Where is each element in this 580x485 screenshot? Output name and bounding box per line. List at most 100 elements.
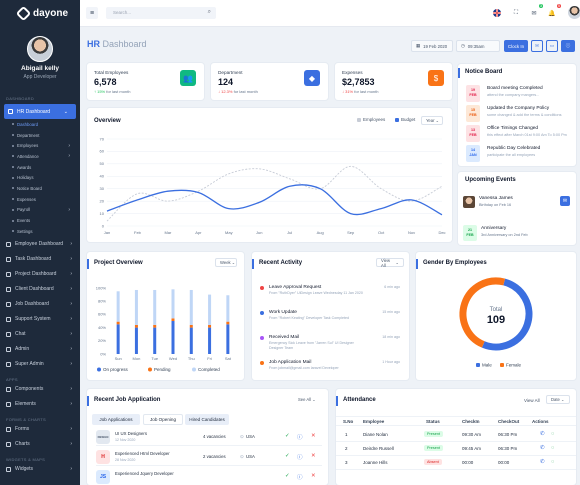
sidebar-item-components[interactable]: Components ›: [0, 382, 80, 397]
notice-day: 19: [471, 88, 475, 92]
chat-icon[interactable]: ◌: [551, 459, 555, 465]
notice-title: Board meeting Completed: [487, 86, 543, 91]
attendance-row[interactable]: 2 Deirdre Russell Present 09:45 Am 06:30 Pm ✆…: [336, 442, 576, 456]
notice-item[interactable]: 15 FEB Updated the Company Policy some chan…: [466, 105, 576, 125]
date-display[interactable]: ▦ 19 Feb 2020: [411, 40, 453, 52]
attendance-date-select[interactable]: Date ⌄: [546, 395, 570, 404]
sidebar-subitem-label: Attendance: [17, 153, 39, 159]
tab-job-opening[interactable]: Job Opening: [143, 414, 183, 425]
sidebar-subitem-label: Events: [17, 218, 31, 224]
phone-icon[interactable]: ✆: [540, 445, 545, 451]
user-avatar[interactable]: [568, 6, 580, 19]
attendance-view-all[interactable]: View All: [524, 398, 540, 403]
flag-icon[interactable]: [491, 7, 503, 19]
sidebar-subitem-holidays[interactable]: Holidays: [0, 172, 80, 183]
menu-toggle-button[interactable]: ≡: [86, 7, 98, 19]
sidebar-subitem-settings[interactable]: Settings: [0, 226, 80, 237]
check-icon[interactable]: ✓: [285, 453, 290, 459]
check-icon[interactable]: ✓: [285, 433, 290, 439]
sidebar-item-forms[interactable]: Forms ›: [0, 422, 80, 437]
legend-swatch: [500, 363, 504, 367]
sidebar-item-job-dashboard[interactable]: Job Dashboard ›: [0, 297, 80, 312]
jobs-see-all[interactable]: See All ⌄: [294, 395, 322, 404]
job-row[interactable]: DESIGN UI UX Designers 12 Nov 2020 4 vacanc…: [96, 428, 322, 446]
sidebar-item-project-dashboard[interactable]: Project Dashboard ›: [0, 267, 80, 282]
info-action-button[interactable]: ⓘ: [561, 40, 575, 52]
overview-legend-employees[interactable]: Employees: [357, 117, 385, 122]
close-icon[interactable]: ✕: [311, 453, 316, 459]
y-tick-label: 50: [100, 161, 105, 166]
sidebar-item-admin[interactable]: Admin ›: [0, 342, 80, 357]
bell-icon[interactable]: 🔔 5: [548, 4, 561, 17]
sidebar-subitem-events[interactable]: Events: [0, 215, 80, 226]
search-input[interactable]: Search... ⌕: [106, 7, 216, 19]
clock-in-button[interactable]: Clock In: [504, 40, 528, 52]
bullet-icon: [12, 123, 14, 126]
project-range-select[interactable]: Week ⌄: [215, 258, 237, 267]
notice-item[interactable]: 14 JAN Republic Day Celebrated participate …: [466, 145, 576, 165]
tab-job-applications[interactable]: Job Applications: [92, 414, 140, 425]
notice-item[interactable]: 19 FEB Board meeting Completed attend the c…: [466, 85, 576, 105]
sidebar-subitem-payroll[interactable]: Payroll ›: [0, 205, 80, 216]
sidebar-subitem-awards[interactable]: Awards: [0, 162, 80, 173]
activity-title: Work Update: [269, 310, 297, 315]
job-row[interactable]: JS Experienced Jquery Developer ✓ ⓘ ✕: [96, 468, 322, 485]
overview-legend-budget[interactable]: Budget: [395, 117, 415, 122]
chat-icon[interactable]: ◌: [551, 431, 555, 437]
sidebar-item-support-system[interactable]: Support System ›: [0, 312, 80, 327]
sidebar-item-client-dashboard[interactable]: Client Dashboard ›: [0, 282, 80, 297]
sidebar-item-task-dashboard[interactable]: Task Dashboard ›: [0, 252, 80, 267]
sidebar-subitem-notice-board[interactable]: Notice Board: [0, 183, 80, 194]
job-row[interactable]: H Experienced Html Developer 28 Nov 2020 2 …: [96, 448, 322, 466]
chat-action-button[interactable]: ▭: [546, 40, 558, 52]
bar-on-progress: [226, 324, 230, 354]
sidebar-subitem-employees[interactable]: Employees ›: [0, 140, 80, 151]
overview-range-select[interactable]: Year ⌄: [421, 116, 443, 125]
sidebar-item-chat[interactable]: Chat ›: [0, 327, 80, 342]
chat-icon[interactable]: ◌: [551, 445, 555, 451]
sidebar-subitem-attendance[interactable]: Attendance ›: [0, 151, 80, 162]
info-icon[interactable]: ⓘ: [297, 455, 303, 461]
attendance-row[interactable]: 3 Joanne Hills Absent 00:00 00:00 ✆ ◌: [336, 456, 576, 470]
brand[interactable]: dayone: [0, 0, 80, 27]
legend-label: Completed: [198, 367, 220, 372]
close-icon[interactable]: ✕: [311, 473, 316, 479]
info-icon[interactable]: ⓘ: [297, 475, 303, 481]
sidebar-subitem-expenses[interactable]: Expenses: [0, 194, 80, 205]
mail-action-button[interactable]: ✉: [531, 40, 543, 52]
phone-icon[interactable]: ✆: [540, 459, 545, 465]
mail-icon[interactable]: ✉ 3: [531, 4, 543, 17]
close-icon[interactable]: ✕: [311, 433, 316, 439]
sidebar-item-widgets[interactable]: Widgets ›: [0, 462, 80, 477]
profile-avatar[interactable]: [27, 36, 53, 62]
project-chart: 0% 20% 40% 60% 80% 100% Sun Mon Tue Wed Thu Fri Sat O…: [96, 285, 232, 372]
fullscreen-icon[interactable]: ⛶: [513, 9, 519, 16]
bar-pending: [189, 324, 193, 328]
notice-item[interactable]: 13 FEB Office Timings Changed this effect a…: [466, 125, 576, 145]
info-icon[interactable]: ⓘ: [297, 435, 303, 441]
sidebar-item-employee-dashboard[interactable]: Employee Dashboard ›: [0, 237, 80, 252]
attendance-row[interactable]: 1 Diane Nolan Present 09:30 Am 06:30 Pm ✆ ◌: [336, 428, 576, 442]
notice-month: FEB: [469, 112, 477, 117]
check-icon[interactable]: ✓: [285, 473, 290, 479]
tab-hired-candidates[interactable]: Hired Candidates: [185, 414, 229, 425]
sidebar-subitem-dashboard[interactable]: Dashboard: [0, 119, 80, 130]
activity-view-select[interactable]: View All ⌄: [376, 258, 404, 268]
chevron-right-icon: ›: [70, 271, 72, 278]
send-wish-button[interactable]: ✉: [560, 196, 570, 206]
phone-icon[interactable]: ✆: [540, 431, 545, 437]
chevron-right-icon: ›: [70, 401, 72, 408]
sidebar-item-super-admin[interactable]: Super Admin ›: [0, 357, 80, 372]
y-tick-label: 60%: [98, 312, 106, 317]
stat-card-total-employees[interactable]: Total Employees 6,578 ↑ 15% for last month…: [87, 63, 204, 100]
bullet-icon: [12, 230, 14, 233]
sidebar-subitem-department[interactable]: Department: [0, 130, 80, 141]
time-display[interactable]: ◷ 09:35am: [456, 40, 500, 52]
sidebar-item-charts[interactable]: Charts ›: [0, 437, 80, 452]
sidebar-item-hr-dashboard[interactable]: HR Dashboard ⌄: [4, 104, 76, 119]
sidebar-item-label: Employee Dashboard: [15, 241, 64, 248]
sidebar-item-elements[interactable]: Elements ›: [0, 397, 80, 412]
project-overview-card: Project Overview Week ⌄ 0% 20% 40% 60% 80% 10…: [87, 252, 244, 380]
stat-card-department[interactable]: Department 124 ↓ 12.3% for last month ◆: [211, 63, 328, 100]
stat-card-expenses[interactable]: Expenses $2,7853 ↓ 31% for last month $: [335, 63, 452, 100]
